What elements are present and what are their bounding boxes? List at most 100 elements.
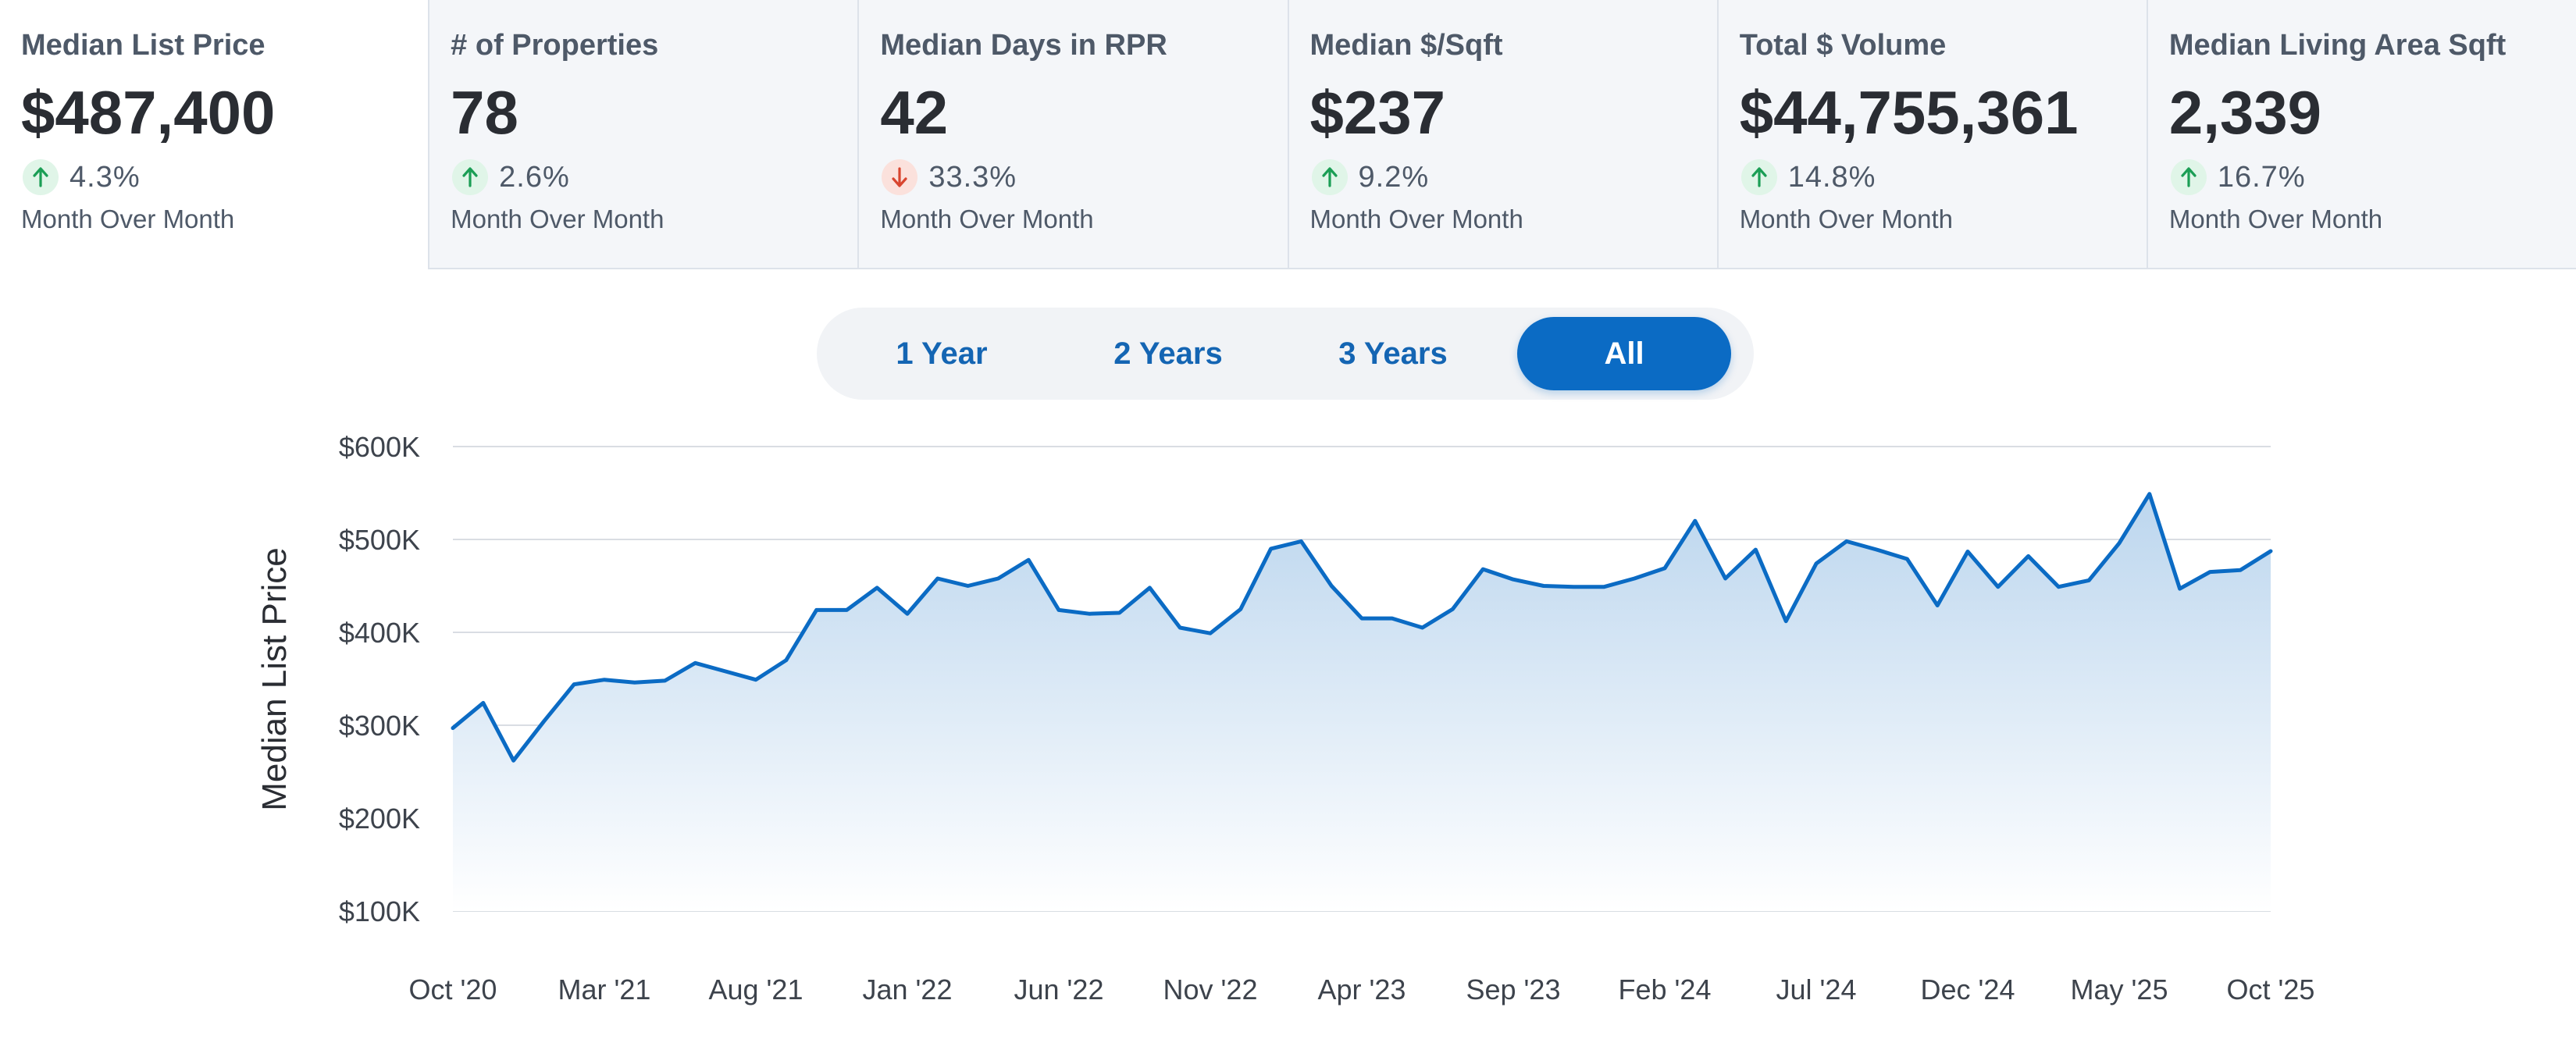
- data-point[interactable]: [1874, 546, 1880, 553]
- data-point[interactable]: [1238, 606, 1244, 612]
- metric-card-median-days-in-rpr[interactable]: Median Days in RPR 42 33.3% Month Over M…: [857, 0, 1288, 269]
- data-point[interactable]: [1025, 557, 1031, 563]
- x-tick-label: Dec '24: [1921, 973, 2015, 1006]
- data-point[interactable]: [2147, 491, 2153, 497]
- metric-card-median-list-price[interactable]: Median List Price $487,400 4.3% Month Ov…: [0, 0, 429, 269]
- data-point[interactable]: [1177, 625, 1183, 631]
- data-point[interactable]: [843, 607, 850, 613]
- range-button-3-years[interactable]: 3 Years: [1338, 336, 1448, 371]
- y-tick-label: $300K: [339, 710, 420, 742]
- data-point[interactable]: [1207, 630, 1213, 636]
- data-point[interactable]: [1601, 584, 1607, 590]
- metric-change: 33.3%: [880, 158, 1287, 197]
- data-point[interactable]: [1510, 576, 1516, 582]
- data-point[interactable]: [1359, 615, 1365, 621]
- metrics-bar: Median List Price $487,400 4.3% Month Ov…: [0, 0, 2576, 269]
- data-point[interactable]: [692, 660, 698, 666]
- data-point[interactable]: [1420, 625, 1426, 631]
- metric-card-number-of-properties[interactable]: # of Properties 78 2.6% Month Over Month: [428, 0, 858, 269]
- data-point[interactable]: [1056, 607, 1062, 613]
- metric-label: Median $/Sqft: [1309, 29, 1503, 62]
- data-point[interactable]: [1783, 618, 1789, 625]
- data-point[interactable]: [2026, 553, 2032, 559]
- data-point[interactable]: [1480, 566, 1486, 572]
- metric-card-total-volume[interactable]: Total $ Volume $44,755,361 14.8% Month O…: [1716, 0, 2147, 269]
- data-point[interactable]: [571, 682, 577, 688]
- metric-period: Month Over Month: [451, 205, 664, 233]
- data-point[interactable]: [2116, 540, 2122, 546]
- y-axis-title: Median List Price: [255, 547, 294, 810]
- data-point[interactable]: [1117, 610, 1123, 616]
- data-point[interactable]: [511, 757, 517, 763]
- arrow-up-icon: [1740, 159, 1777, 195]
- data-point[interactable]: [995, 575, 1001, 582]
- metric-value: $44,755,361: [1739, 78, 2079, 147]
- data-point[interactable]: [480, 699, 486, 706]
- data-point[interactable]: [722, 668, 729, 674]
- data-point[interactable]: [601, 677, 607, 683]
- data-point[interactable]: [2086, 577, 2092, 583]
- data-point[interactable]: [1541, 583, 1547, 589]
- data-point[interactable]: [1965, 548, 1971, 554]
- data-point[interactable]: [874, 585, 880, 591]
- data-point[interactable]: [1844, 538, 1850, 544]
- data-point[interactable]: [2237, 567, 2243, 573]
- data-point[interactable]: [935, 575, 941, 582]
- data-point[interactable]: [540, 718, 547, 724]
- data-point[interactable]: [1146, 585, 1153, 591]
- data-point[interactable]: [1631, 575, 1637, 582]
- metric-label: # of Properties: [451, 29, 659, 62]
- metric-period: Month Over Month: [21, 205, 235, 233]
- data-point[interactable]: [965, 583, 971, 589]
- data-point[interactable]: [1723, 575, 1729, 582]
- metric-label: Total $ Volume: [1739, 29, 1947, 62]
- y-tick-label: $200K: [339, 803, 420, 835]
- metric-value: 78: [451, 78, 518, 147]
- data-point[interactable]: [783, 657, 789, 664]
- metric-value: 42: [880, 78, 949, 147]
- arrow-up-icon: [2170, 159, 2207, 195]
- y-tick-label: $400K: [339, 617, 420, 649]
- x-tick-label: Nov '22: [1163, 973, 1258, 1006]
- data-point[interactable]: [1389, 615, 1395, 621]
- metric-value: $487,400: [21, 78, 276, 147]
- data-point[interactable]: [904, 610, 910, 617]
- metric-label: Median List Price: [21, 29, 265, 62]
- data-point[interactable]: [1813, 561, 1819, 567]
- data-point[interactable]: [2207, 569, 2213, 575]
- data-point[interactable]: [2268, 548, 2274, 554]
- range-button-1-year[interactable]: 1 Year: [896, 336, 988, 371]
- metric-card-median-living-area-sqft[interactable]: Median Living Area Sqft 2,339 16.7% Mont…: [2146, 0, 2576, 269]
- metric-change: 14.8%: [1740, 158, 2147, 197]
- data-point[interactable]: [632, 679, 638, 685]
- metric-period: Month Over Month: [1739, 205, 1953, 233]
- range-button-all[interactable]: All: [1517, 317, 1731, 390]
- data-point[interactable]: [2177, 586, 2183, 592]
- data-point[interactable]: [1995, 584, 2001, 590]
- metric-card-median-price-per-sqft[interactable]: Median $/Sqft $237 9.2% Month Over Month: [1287, 0, 1717, 269]
- metric-change-percent: 14.8%: [1787, 160, 1876, 194]
- data-point[interactable]: [1752, 546, 1758, 553]
- metric-change: 9.2%: [1310, 158, 1717, 197]
- data-point[interactable]: [814, 607, 820, 613]
- data-point[interactable]: [1904, 556, 1910, 562]
- data-point[interactable]: [1692, 518, 1698, 524]
- data-point[interactable]: [1662, 565, 1668, 571]
- arrow-up-icon: [1311, 159, 1348, 195]
- metric-value: 2,339: [2168, 78, 2322, 147]
- data-point[interactable]: [753, 677, 759, 683]
- data-point[interactable]: [1328, 583, 1334, 589]
- data-point[interactable]: [1571, 584, 1577, 590]
- metric-value: $237: [1309, 78, 1446, 147]
- data-point[interactable]: [1934, 602, 1940, 608]
- data-point[interactable]: [1298, 538, 1304, 544]
- data-point[interactable]: [450, 725, 456, 731]
- price-series-line: [451, 492, 2273, 763]
- data-point[interactable]: [1268, 546, 1274, 552]
- data-point[interactable]: [1449, 606, 1455, 612]
- data-point[interactable]: [2055, 584, 2061, 590]
- range-button-2-years[interactable]: 2 Years: [1113, 336, 1223, 371]
- data-point[interactable]: [1086, 610, 1092, 617]
- data-point[interactable]: [662, 678, 668, 684]
- metric-change: 2.6%: [451, 158, 857, 197]
